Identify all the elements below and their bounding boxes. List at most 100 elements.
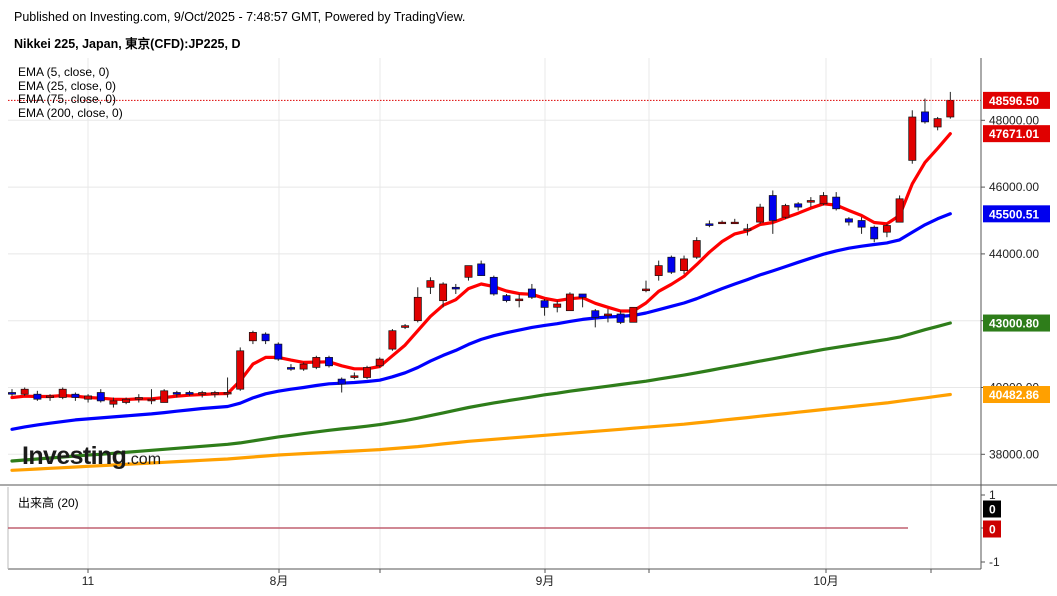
candle-body [71,393,80,398]
candle [794,202,803,211]
candle-body [502,295,511,301]
candle-body [819,195,828,205]
candle [730,218,739,225]
candle-body [20,388,29,395]
candle [540,298,549,316]
candle [921,98,929,124]
candle [172,390,181,398]
ema-lines [10,132,952,472]
ema5-tag: 47671.01 [983,125,1050,143]
candle-body [933,118,942,128]
logo-suffix: .com [126,451,162,468]
candle-body [274,343,283,360]
candle-body [122,398,131,403]
candle-body [261,333,270,342]
candle-body [96,392,105,402]
candle-body [680,258,688,271]
candle [274,342,283,361]
candle-body [629,306,638,323]
published-line: Published on Investing.com, 9/Oct/2025 -… [14,10,466,24]
candle-body [312,357,321,368]
candle-body [540,300,549,308]
candle-body [134,397,143,400]
candle-body [464,265,473,278]
candle [553,300,562,313]
ema25-line [10,212,952,431]
candle [388,329,397,351]
candle-body [337,378,346,385]
candle [680,255,688,274]
candle [604,309,612,323]
candle-body [642,288,650,292]
candle-body [565,293,574,312]
candle-body [388,330,397,350]
x-tick-label: 10月 [813,574,838,588]
x-tick-label: 11 [82,574,95,588]
candle-body [363,367,371,378]
candle-body [870,226,879,240]
volume-tag-black: 0 [983,500,1001,518]
candle [629,306,638,323]
candle-body [857,220,866,228]
candle-body [604,313,612,317]
candle-body [705,223,714,226]
candle [84,394,93,403]
candle-body [667,256,676,273]
y-tick-label: 46000.00 [989,180,1039,194]
candle [451,283,460,294]
candle [578,293,587,308]
candle-body [8,392,16,395]
candle-body [718,221,727,225]
candle-body [794,203,803,208]
volume-tag-black-text: 0 [989,503,996,517]
candle [819,192,828,206]
candle [337,377,346,393]
candle-body [325,357,333,367]
candle-body [109,400,118,405]
candle [287,364,295,371]
candle-body [578,293,587,298]
x-tick-label: 8月 [270,574,289,588]
volume-tick-label: 1 [989,488,996,502]
ema25-tag-text: 45500.51 [989,207,1039,221]
candle [895,195,904,223]
candle-body [781,205,790,218]
candle-body [33,393,42,400]
candle [946,91,955,119]
ema5-tag-text: 47671.01 [989,127,1039,141]
price-tags: 48596.50 47671.01 45500.51 43000.80 40482.86… [983,91,1050,538]
candle-body [185,392,194,395]
candle [743,223,752,236]
ema200-line [10,392,952,472]
symbol-title: Nikkei 225, Japan, 東京(CFD):JP225, D [14,37,241,51]
candle [489,275,498,296]
candle-body [287,367,295,370]
candle [870,225,879,243]
candle [134,394,143,403]
candle-body [882,225,891,233]
candle [312,355,321,370]
candle [46,394,54,401]
candle-body [401,325,410,328]
candle-body [743,228,752,231]
candle [299,362,308,371]
candle [223,377,232,398]
candle [401,324,410,330]
candle [781,203,790,219]
candle [122,397,131,405]
last-price-tag: 48596.50 [983,91,1050,109]
candle [185,390,194,396]
candle-body [439,283,448,302]
candle [261,332,270,345]
candle [933,116,942,131]
candle-body [768,195,777,221]
candle [515,293,524,308]
candle [426,277,435,294]
y-tick-label: 38000.00 [989,447,1039,461]
candle-body [172,392,181,395]
candle-body [350,375,359,378]
candle-body [616,313,625,323]
legend-ema25: EMA (25, close, 0) [18,78,117,93]
last-price-tag-text: 48596.50 [989,94,1039,108]
